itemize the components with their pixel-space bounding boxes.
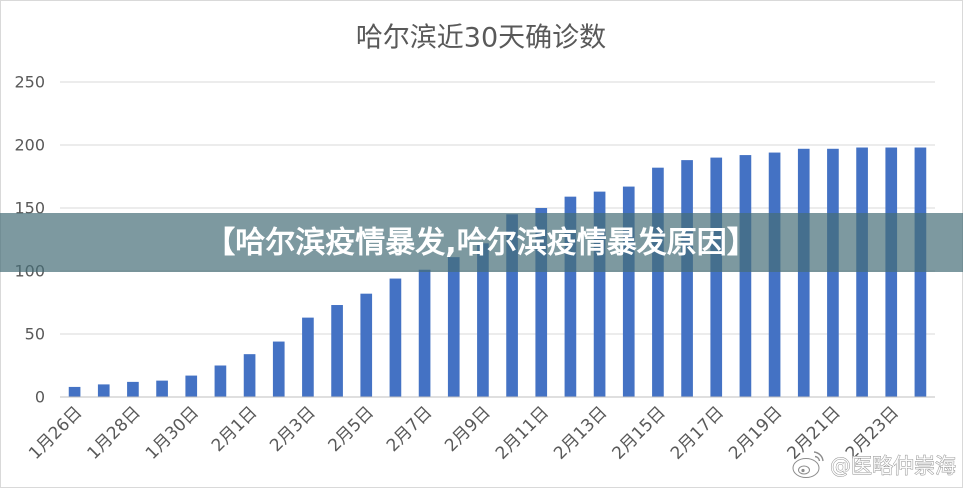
y-tick-label: 250 [14,73,45,92]
bar [156,380,168,397]
bar [739,155,752,397]
bar [914,147,927,397]
bar [68,386,81,397]
bar [360,293,373,397]
bar [768,152,781,397]
bar [652,167,664,397]
bar [127,381,139,397]
overlay-banner: 【哈尔滨疫情暴发,哈尔滨疫情暴发原因】 [0,213,963,272]
bar [797,148,810,397]
bar [827,148,839,397]
banner-text: 【哈尔滨疫情暴发,哈尔滨疫情暴发原因】 [205,226,756,261]
bar [447,257,460,397]
bar [272,341,285,397]
bar [710,157,723,397]
bar [243,354,256,397]
watermark: @医略仲崇海 [792,451,956,478]
bar [593,191,606,397]
y-tick-label: 150 [14,199,45,218]
y-tick-label: 200 [14,136,45,155]
banner-background [0,213,963,272]
bar [856,147,868,397]
bar [506,214,518,397]
chart-title: 哈尔滨近30天确诊数 [356,23,606,54]
y-tick-label: 0 [35,388,45,407]
bars [68,147,927,397]
bar [389,278,402,397]
bar [302,317,314,397]
bar [564,196,577,397]
watermark-text: @医略仲崇海 [830,454,956,478]
bar [622,186,635,397]
y-tick-label: 50 [25,325,45,344]
bar [97,384,110,397]
bar [214,365,227,397]
weibo-logo-icon [792,451,824,478]
bar [535,208,548,397]
bar [331,305,343,397]
bar [885,147,898,397]
bar [418,269,431,397]
bar [681,160,693,397]
bar [477,243,489,397]
bar [185,375,198,397]
